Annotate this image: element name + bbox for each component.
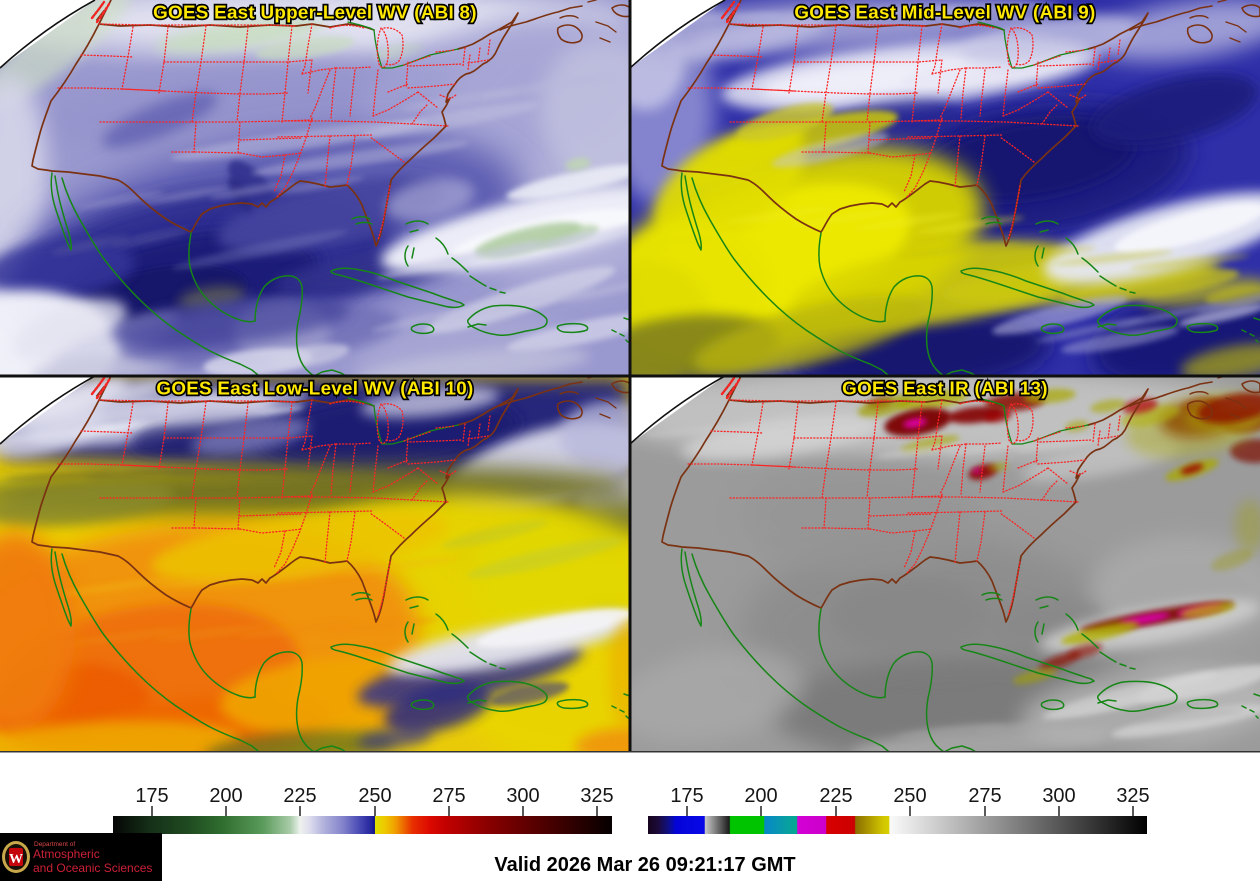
svg-text:225: 225 <box>283 785 316 807</box>
svg-text:175: 175 <box>135 785 168 807</box>
svg-text:GOES East Mid-Level WV (ABI 9): GOES East Mid-Level WV (ABI 9) <box>794 2 1095 23</box>
svg-text:325: 325 <box>1116 785 1149 807</box>
svg-text:250: 250 <box>893 785 926 807</box>
svg-text:275: 275 <box>968 785 1001 807</box>
svg-text:250: 250 <box>358 785 391 807</box>
svg-text:and Oceanic Sciences: and Oceanic Sciences <box>33 861 152 875</box>
svg-text:300: 300 <box>1042 785 1075 807</box>
svg-text:175: 175 <box>670 785 703 807</box>
svg-text:200: 200 <box>744 785 777 807</box>
svg-text:Valid 2026 Mar 26 09:21:17 GMT: Valid 2026 Mar 26 09:21:17 GMT <box>494 854 795 876</box>
svg-text:GOES East IR (ABI 13): GOES East IR (ABI 13) <box>842 378 1048 399</box>
svg-text:Atmospheric: Atmospheric <box>33 847 100 861</box>
svg-text:225: 225 <box>819 785 852 807</box>
svg-text:200: 200 <box>209 785 242 807</box>
svg-text:GOES East Low-Level WV (ABI 10: GOES East Low-Level WV (ABI 10) <box>156 378 473 399</box>
svg-text:Department of: Department of <box>34 841 75 848</box>
svg-text:GOES East Upper-Level WV (ABI: GOES East Upper-Level WV (ABI 8) <box>153 2 477 23</box>
svg-text:W: W <box>9 852 23 867</box>
svg-text:300: 300 <box>506 785 539 807</box>
svg-text:275: 275 <box>432 785 465 807</box>
svg-text:325: 325 <box>580 785 613 807</box>
